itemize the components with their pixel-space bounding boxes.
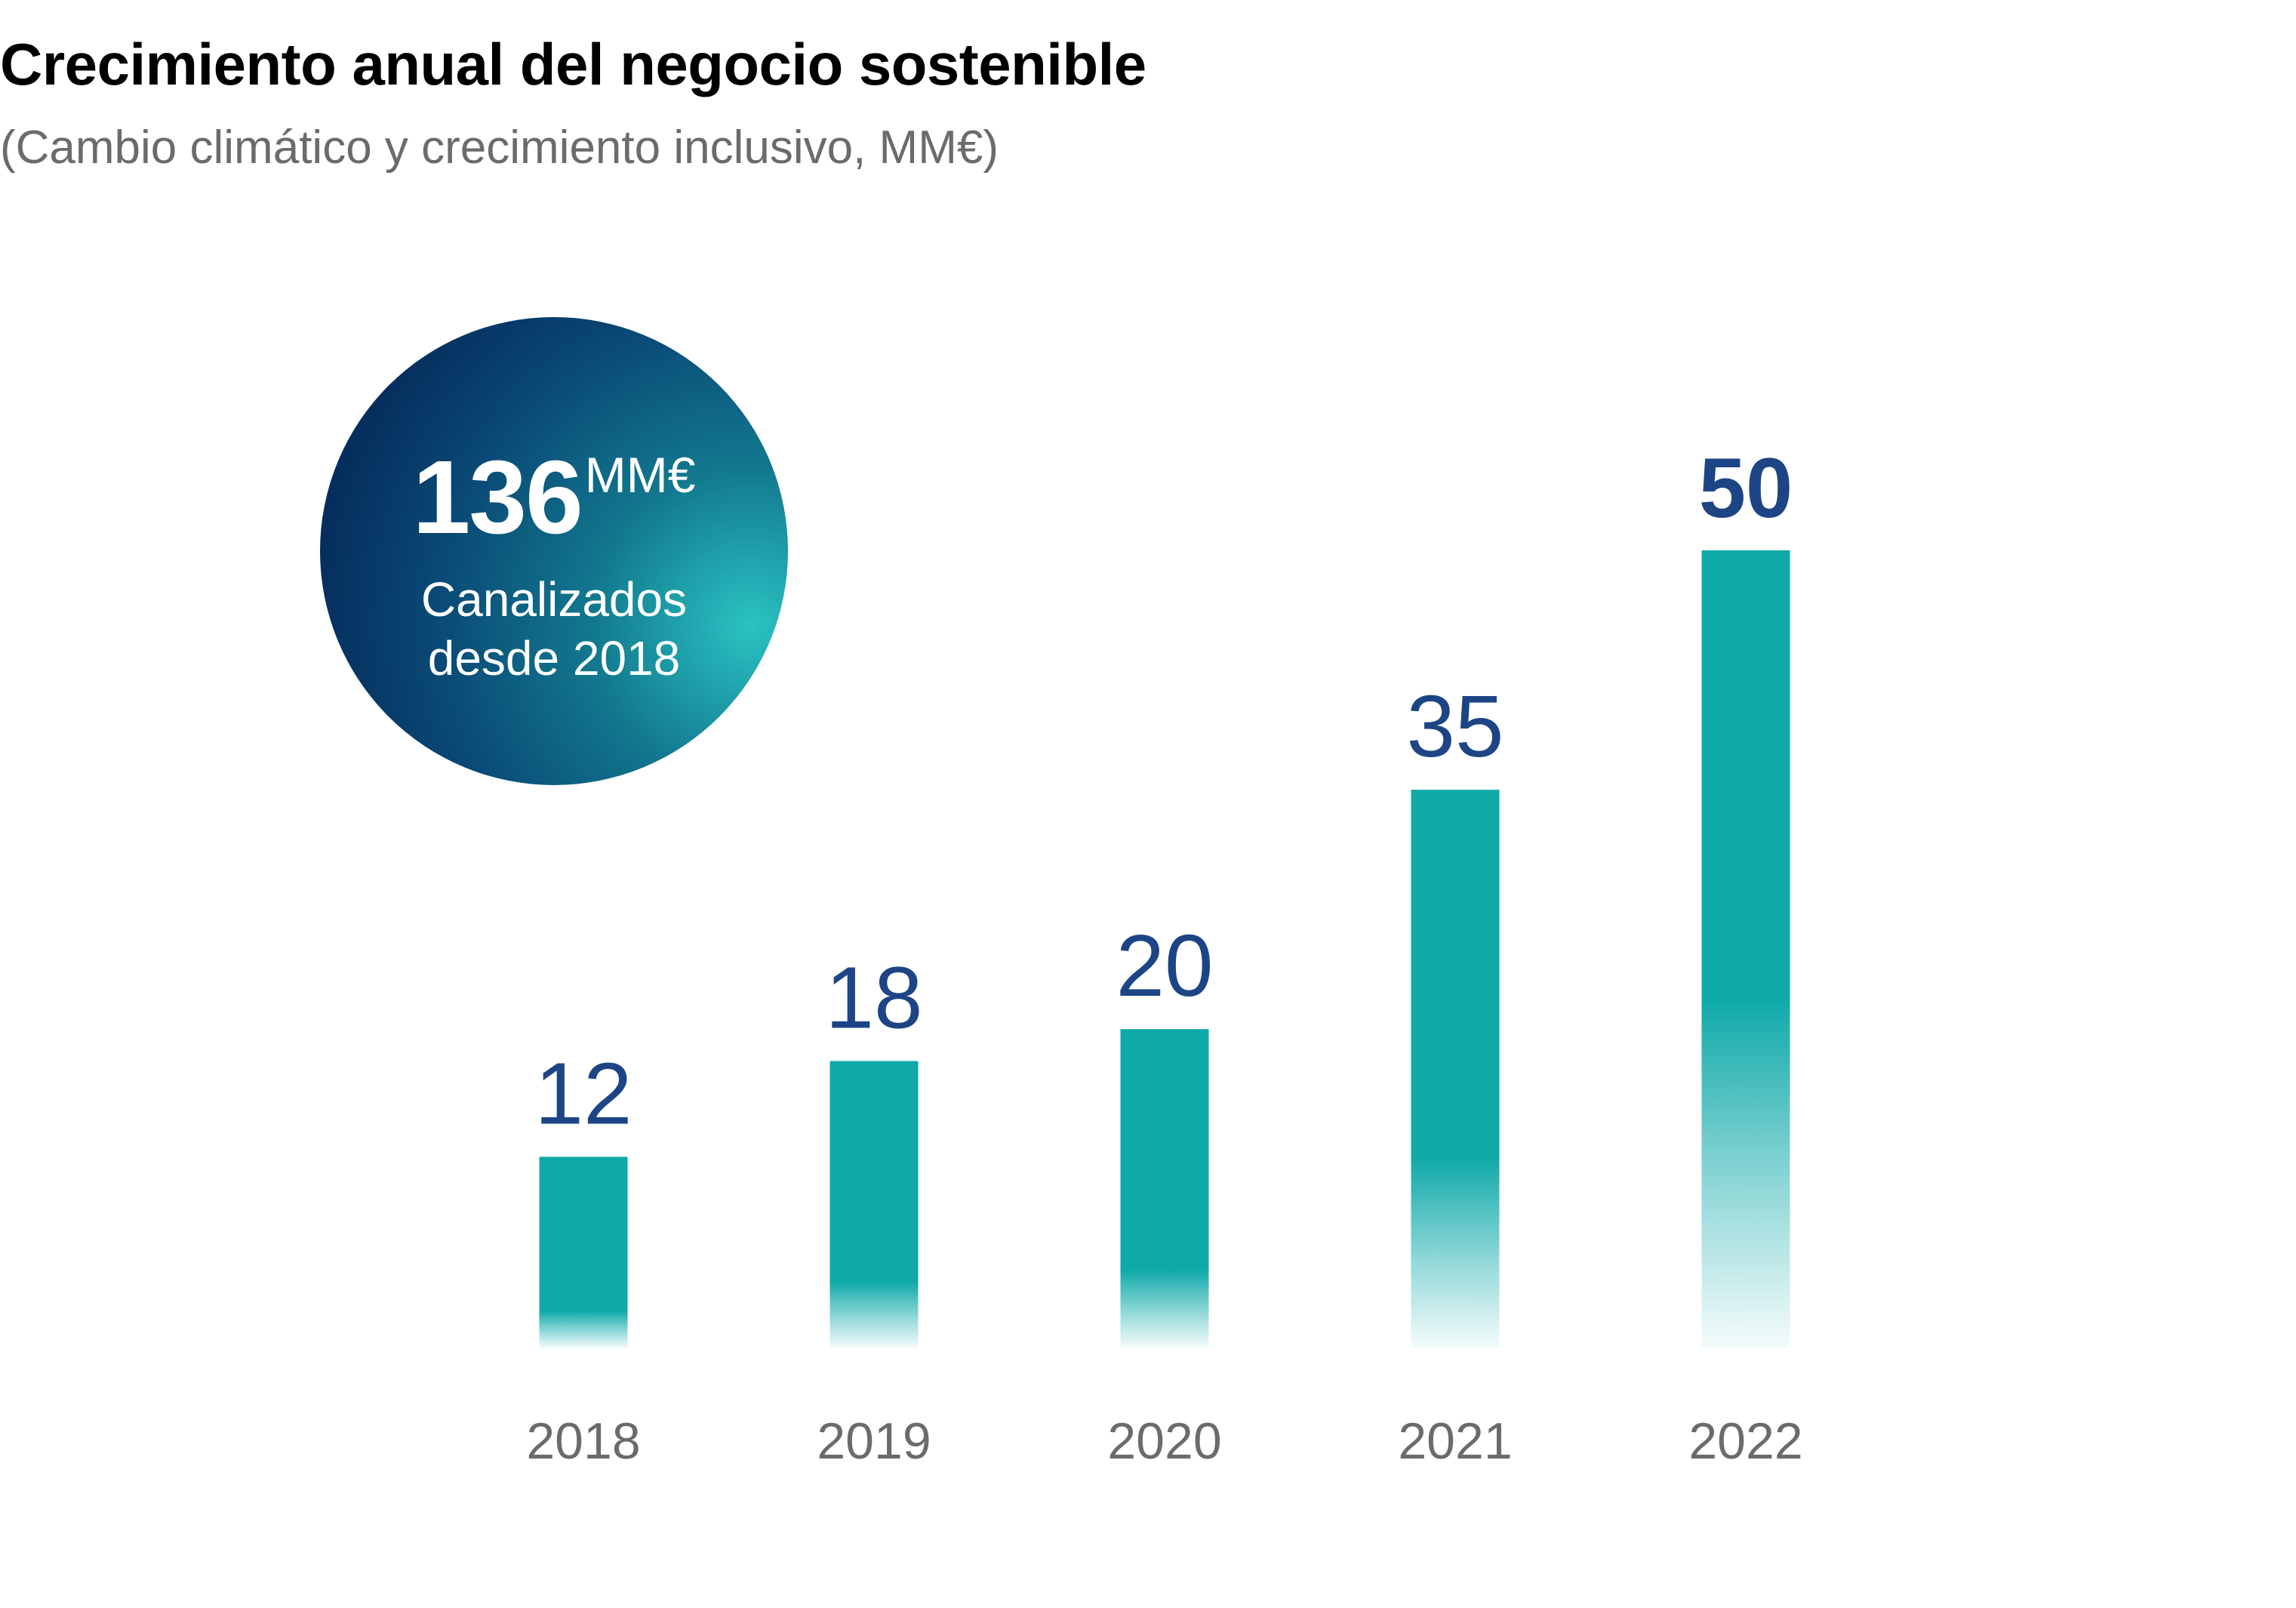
x-tick-group: 2018 2019 2020 2021 2022 [526, 1412, 1802, 1470]
bar-2019 [829, 1061, 919, 1348]
total-callout-unit: MM€ [584, 447, 696, 503]
value-label-2020: 20 [1116, 916, 1213, 1015]
value-label-2021: 35 [1406, 677, 1503, 775]
bar-2018 [539, 1157, 628, 1348]
value-label-2022: 50 [1699, 441, 1793, 535]
value-label-2018: 12 [534, 1044, 632, 1142]
bar-2022 [1701, 550, 1790, 1348]
value-label-2019: 18 [825, 948, 922, 1046]
total-callout-caption-line1: Canalizados [420, 572, 688, 627]
total-callout-amount: 136MM€ [320, 445, 788, 550]
x-tick-2021: 2021 [1398, 1412, 1512, 1470]
chart-title: Crecimiento anual del negocio sostenible [0, 31, 1146, 97]
x-tick-2020: 2020 [1107, 1412, 1221, 1470]
total-callout-badge: 136MM€ Canalizados desde 2018 [320, 317, 788, 785]
total-callout-value: 136 [412, 439, 583, 556]
value-label-group: 12 18 20 35 50 [534, 441, 1793, 1142]
bar-2020 [1120, 1029, 1209, 1348]
bar-2021 [1411, 790, 1500, 1348]
bar-group [539, 550, 1790, 1348]
chart-subtitle: (Cambio climático y crecimiento inclusiv… [0, 122, 999, 174]
x-tick-2018: 2018 [526, 1412, 640, 1470]
x-tick-2019: 2019 [817, 1412, 931, 1470]
total-callout-caption-line2: desde 2018 [427, 631, 681, 685]
x-tick-2022: 2022 [1688, 1412, 1802, 1470]
